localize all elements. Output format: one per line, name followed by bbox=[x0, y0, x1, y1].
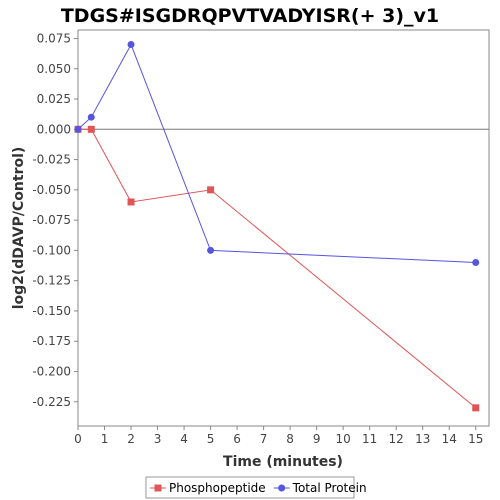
x-tick-label: 10 bbox=[336, 432, 351, 446]
y-tick-label: -0.200 bbox=[32, 365, 71, 379]
phosphopeptide-point bbox=[87, 125, 95, 133]
phosphopeptide-point bbox=[207, 186, 215, 194]
y-tick-label: -0.175 bbox=[32, 334, 71, 348]
x-tick-label: 1 bbox=[101, 432, 109, 446]
chart-title: TDGS#ISGDRQPVTVADYISR(+ 3)_v1 bbox=[61, 5, 439, 27]
y-tick-label: -0.025 bbox=[32, 153, 71, 167]
x-tick-label: 5 bbox=[207, 432, 215, 446]
series-layer bbox=[74, 41, 480, 412]
total-protein-point bbox=[127, 41, 135, 49]
x-axis-label: Time (minutes) bbox=[223, 454, 343, 470]
y-tick-label: -0.100 bbox=[32, 243, 71, 257]
x-tick-label: 4 bbox=[180, 432, 188, 446]
total-protein-legend-label: Total Protein bbox=[292, 481, 367, 495]
x-tick-label: 2 bbox=[127, 432, 135, 446]
y-tick-label: -0.050 bbox=[32, 183, 71, 197]
x-tick-label: 9 bbox=[313, 432, 321, 446]
legend-box bbox=[145, 476, 355, 499]
phosphopeptide-legend-marker bbox=[154, 484, 162, 492]
y-tick-label: 0.075 bbox=[37, 31, 71, 45]
phosphopeptide-point bbox=[472, 404, 480, 412]
total-protein-point bbox=[87, 113, 95, 121]
x-tick-label: 12 bbox=[389, 432, 404, 446]
x-tick-label: 8 bbox=[286, 432, 294, 446]
total-protein-point bbox=[472, 259, 480, 267]
x-tick-label: 3 bbox=[154, 432, 162, 446]
total-protein-point bbox=[74, 125, 82, 133]
y-tick-label: -0.125 bbox=[32, 274, 71, 288]
y-tick-label: -0.150 bbox=[32, 304, 71, 318]
plot-area bbox=[77, 29, 490, 427]
total-protein-legend-marker bbox=[278, 484, 286, 492]
x-tick-label: 14 bbox=[442, 432, 457, 446]
y-tick-label: 0.050 bbox=[37, 62, 71, 76]
y-tick-label: 0.025 bbox=[37, 92, 71, 106]
x-tick-label: 7 bbox=[260, 432, 268, 446]
phosphopeptide-point bbox=[127, 198, 135, 206]
x-tick-label: 0 bbox=[74, 432, 82, 446]
y-axis-label: log2(dDAVP/Control) bbox=[11, 147, 27, 310]
phosphopeptide-legend-label: Phosphopeptide bbox=[169, 481, 266, 495]
legend: Phosphopeptide Total Protein bbox=[145, 476, 367, 499]
x-tick-label: 15 bbox=[468, 432, 483, 446]
total-protein-point bbox=[207, 246, 215, 254]
x-tick-label: 6 bbox=[233, 432, 241, 446]
x-tick-label: 13 bbox=[415, 432, 430, 446]
y-tick-label: 0.000 bbox=[37, 122, 71, 136]
x-tick-label: 11 bbox=[362, 432, 377, 446]
x-axis: 0 1 2 3 4 5 6 7 8 9 10 11 12 13 14 15 bbox=[74, 426, 483, 446]
y-axis: 0.075 0.050 0.025 0.000 -0.025 -0.050 -0.075 -0… bbox=[32, 31, 78, 409]
y-tick-label: -0.225 bbox=[32, 395, 71, 409]
y-tick-label: -0.075 bbox=[32, 213, 71, 227]
